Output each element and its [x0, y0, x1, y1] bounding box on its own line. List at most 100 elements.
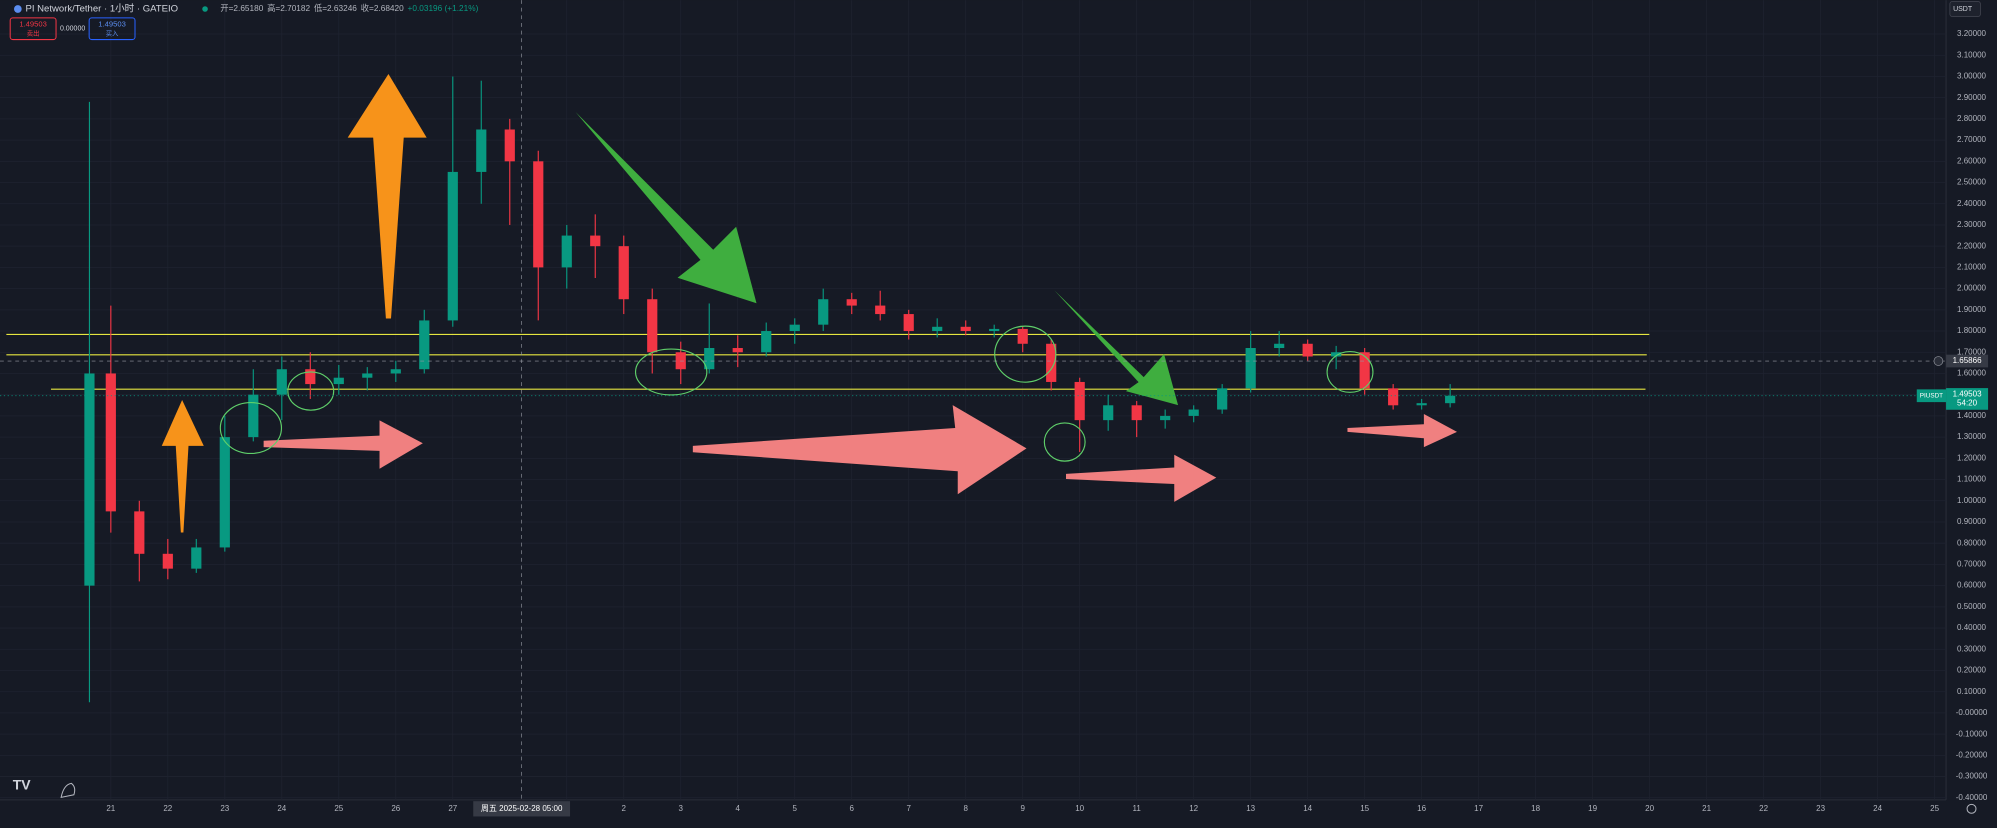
candle-body [1388, 388, 1399, 406]
arrow-down [575, 112, 757, 304]
grid [0, 0, 1947, 800]
candle-body [333, 377, 344, 385]
y-tick-label: 1.90000 [1957, 305, 1987, 314]
x-tick-label: 22 [1759, 804, 1768, 813]
crosshair-price-box [1946, 354, 1989, 368]
x-tick-label: 23 [220, 804, 229, 813]
currency-button[interactable] [1949, 0, 1981, 18]
arrow-up [347, 73, 427, 319]
candle-body [305, 369, 316, 385]
x-tick-label: 12 [1189, 804, 1198, 813]
candle-body [846, 299, 857, 306]
x-tick-label: 22 [163, 804, 172, 813]
ohlc-item: 开=2.65180 [220, 4, 263, 13]
y-tick-label: 0.80000 [1957, 538, 1987, 547]
candle-body [1245, 348, 1256, 389]
y-tick-label: 0.20000 [1957, 666, 1987, 675]
ohlc-legend: 开=2.65180 高=2.70182 低=2.63246 收=2.68420 +0.0… [220, 3, 478, 13]
buy-price[interactable]: 1.49503 [98, 19, 126, 28]
x-tick-label: 25 [1930, 804, 1939, 813]
y-tick-label: 2.60000 [1957, 156, 1987, 165]
y-tick-label: 0.40000 [1957, 623, 1987, 632]
y-tick-label: 0.90000 [1957, 517, 1987, 526]
candle-body [561, 235, 572, 268]
candle-body [989, 328, 1000, 332]
y-tick-label: 1.00000 [1957, 496, 1987, 505]
x-tick-label: 6 [849, 804, 854, 813]
icon[interactable] [60, 782, 76, 799]
sell-price[interactable]: 1.49503 [19, 19, 47, 28]
sell-label[interactable]: 卖出 [27, 29, 40, 38]
crosshair-time-box [473, 801, 571, 817]
candle-body [447, 171, 458, 321]
y-tick-label: 3.10000 [1957, 50, 1987, 59]
y-tick-label: 2.40000 [1957, 199, 1987, 208]
y-tick-label: 1.70000 [1957, 347, 1987, 356]
candle-body [732, 348, 743, 353]
circle-mark [994, 325, 1057, 383]
x-tick-label: 4 [736, 804, 741, 813]
x-tick-label: 2 [622, 804, 627, 813]
logo: TV [13, 777, 32, 793]
y-tick-label: 2.50000 [1957, 178, 1987, 187]
x-tick-label: 14 [1303, 804, 1312, 813]
x-tick-label: 21 [106, 804, 115, 813]
crosshair-price: 1.65866 [1953, 356, 1983, 365]
ohlc-item: 收=2.68420 [361, 3, 404, 13]
candle-body [761, 331, 772, 353]
y-tick-label: 3.20000 [1957, 29, 1987, 38]
candle-body [219, 437, 230, 548]
candle-body [618, 246, 629, 300]
y-tick-label: 0.30000 [1957, 644, 1987, 653]
circle-mark [1326, 351, 1374, 393]
arrow-right [692, 405, 1027, 495]
y-tick-label: 1.60000 [1957, 369, 1987, 378]
x-tick-label: 26 [391, 804, 400, 813]
x-tick-label: 25 [334, 804, 343, 813]
y-tick-label: 1.20000 [1957, 453, 1987, 462]
candle-body [134, 511, 145, 554]
arrow-right [1347, 414, 1457, 448]
x-tick-label: 24 [1873, 804, 1882, 813]
candle-body [1359, 352, 1370, 389]
candle-body [1131, 405, 1142, 421]
candle-body [960, 326, 971, 332]
x-tick-label: 10 [1075, 804, 1084, 813]
buy-button[interactable] [88, 17, 136, 41]
x-tick-label: 13 [1246, 804, 1255, 813]
candle-body [419, 320, 430, 370]
currency[interactable]: USDT [1953, 6, 1973, 13]
x-tick-label: 8 [963, 804, 968, 813]
candle-body [248, 394, 259, 438]
y-tick-label: 2.00000 [1957, 284, 1987, 293]
x-tick-label: 24 [277, 804, 286, 813]
y-tick-label: 1.40000 [1957, 411, 1987, 420]
candle-body [647, 299, 658, 353]
x-tick-label: 15 [1360, 804, 1369, 813]
y-tick-label: 1.80000 [1957, 326, 1987, 335]
y-tick-label: 1.30000 [1957, 432, 1987, 441]
candle-body [1302, 343, 1313, 357]
y-tick-label: 0.10000 [1957, 687, 1987, 696]
candle-body [390, 369, 401, 374]
x-tick-label: 3 [679, 804, 684, 813]
y-tick-label: -0.30000 [1956, 772, 1988, 781]
spread: 0.00000 [60, 26, 85, 33]
candle-body [1445, 395, 1456, 404]
candle-body [276, 369, 287, 395]
ohlc-item: 高=2.70182 [267, 3, 310, 13]
candle-body [476, 129, 487, 172]
drawings [161, 73, 1457, 533]
buy-label[interactable]: 买入 [106, 30, 119, 38]
countdown: 54:20 [1957, 399, 1978, 408]
y-tick-label: 2.10000 [1957, 263, 1987, 272]
y-tick-label: 2.90000 [1957, 93, 1987, 102]
sell-button[interactable] [9, 17, 57, 41]
settings-icon[interactable] [1966, 803, 1977, 814]
x-tick-label: 23 [1816, 804, 1825, 813]
candle-body [84, 373, 95, 586]
ohlc-item: 低=2.63246 [314, 3, 357, 13]
candle-body [362, 373, 373, 378]
